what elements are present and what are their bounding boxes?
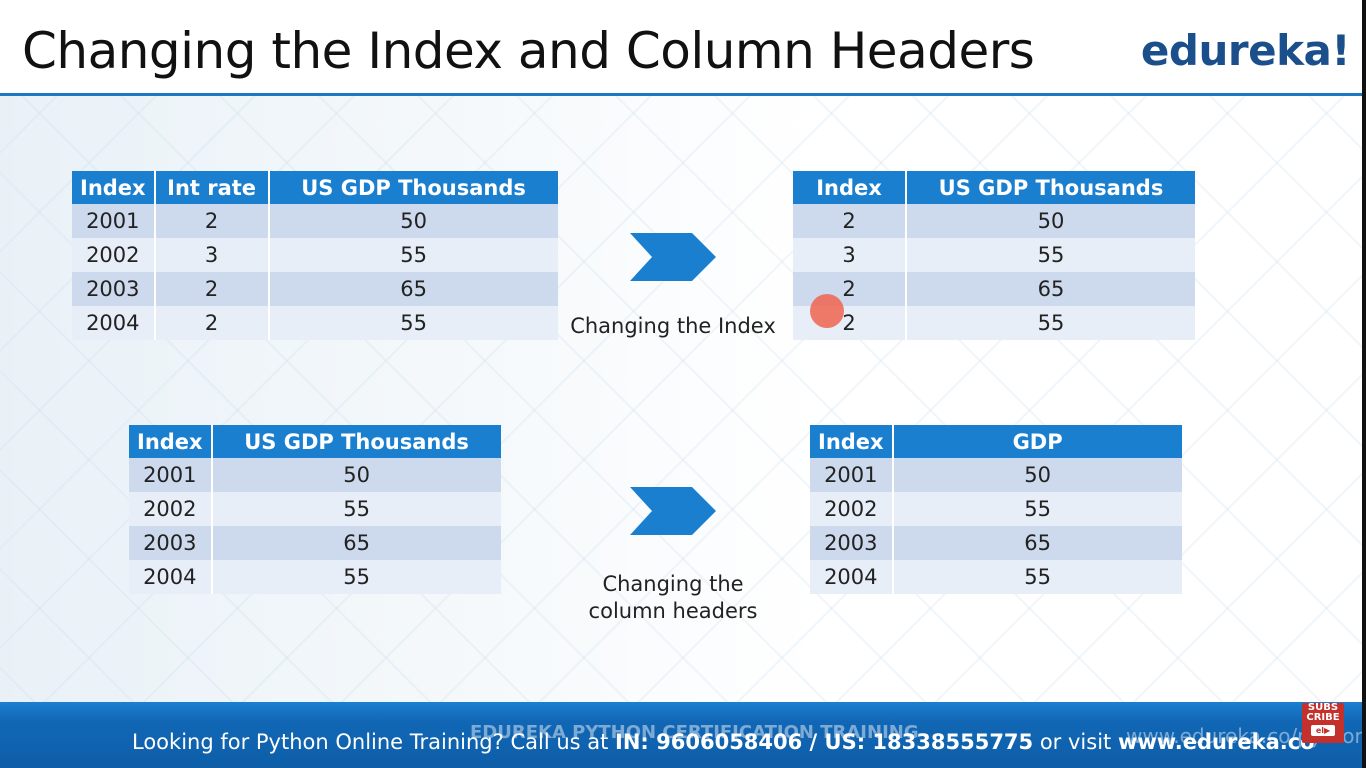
footer-middle: or visit: [1033, 730, 1118, 754]
table-original-bottom: Index US GDP Thousands 2001 50 2002 55 2…: [129, 425, 501, 594]
table-cell: 2002: [72, 238, 156, 272]
subscribe-label-top: SUBS: [1307, 702, 1339, 713]
table-changed-headers: Index GDP 2001 50 2002 55 2003 65 2004 5…: [810, 425, 1182, 594]
table-cell: 65: [906, 272, 1195, 306]
table-cell: 55: [906, 306, 1195, 340]
subscribe-button[interactable]: SUBS CRIBE el▶: [1302, 703, 1344, 743]
title-bar: [0, 0, 1366, 96]
table-header: Int rate: [154, 171, 270, 204]
table-cell: 3: [793, 238, 907, 272]
table-row: 2001 2 50: [72, 204, 558, 238]
table-cell: 65: [211, 526, 501, 560]
slide-title: Changing the Index and Column Headers: [22, 22, 1035, 80]
table-row: 2002 3 55: [72, 238, 558, 272]
table-row: 2004 55: [810, 560, 1182, 594]
table-cell: 2004: [810, 560, 894, 594]
table-row: 2003 2 65: [72, 272, 558, 306]
table-row: 3 55: [793, 238, 1195, 272]
table-header: US GDP Thousands: [268, 171, 558, 204]
table-header: US GDP Thousands: [906, 171, 1195, 204]
table-cell: 2003: [129, 526, 213, 560]
play-icon: el▶: [1311, 725, 1335, 736]
table-cell: 2: [793, 272, 907, 306]
table-cell: 55: [211, 492, 501, 526]
footer-url-link[interactable]: www.edureka.co: [1117, 730, 1315, 754]
table-cell: 2003: [810, 526, 894, 560]
table-row: 2002 55: [129, 492, 501, 526]
table-row: 2003 65: [810, 526, 1182, 560]
footer-text: Looking for Python Online Training? Call…: [132, 730, 1315, 754]
table-cell: 2: [793, 204, 907, 238]
table-cell: 55: [211, 560, 501, 594]
table-cell: 65: [268, 272, 558, 306]
table-row: 2 50: [793, 204, 1195, 238]
window-edge: [1362, 0, 1366, 768]
table-row: 2004 55: [129, 560, 501, 594]
table-cell: 2004: [72, 306, 156, 340]
table-cell: 50: [211, 458, 501, 492]
table-row: 2003 65: [129, 526, 501, 560]
table-header: Index: [793, 171, 907, 204]
table-cell: 2001: [129, 458, 213, 492]
table-cell: 2004: [129, 560, 213, 594]
table-row: 2002 55: [810, 492, 1182, 526]
table-header: Index: [129, 425, 213, 458]
table-cell: 50: [268, 204, 558, 238]
table-cell: 2002: [810, 492, 894, 526]
footer-phones: IN: 9606058406 / US: 18338555775: [615, 730, 1034, 754]
caption-changing-index: Changing the Index: [570, 314, 776, 338]
table-cell: 2001: [72, 204, 156, 238]
chevron-right-icon: [630, 487, 716, 535]
table-row: 2001 50: [129, 458, 501, 492]
table-header: GDP: [892, 425, 1182, 458]
title-divider: [0, 93, 1362, 96]
table-original: Index Int rate US GDP Thousands 2001 2 5…: [72, 171, 558, 340]
table-cell: 50: [892, 458, 1182, 492]
table-cell: 2: [154, 306, 270, 340]
table-changed-index: Index US GDP Thousands 2 50 3 55 2 65 2 …: [793, 171, 1195, 340]
table-header: US GDP Thousands: [211, 425, 501, 458]
table-header: Index: [810, 425, 894, 458]
table-cell: 2: [154, 272, 270, 306]
table-cell: 55: [892, 560, 1182, 594]
table-row: 2001 50: [810, 458, 1182, 492]
caption-changing-headers-line1: Changing the: [602, 572, 744, 596]
table-row: 2004 2 55: [72, 306, 558, 340]
table-cell: 2: [154, 204, 270, 238]
chevron-right-icon: [630, 233, 716, 281]
subscribe-label-mid: CRIBE: [1306, 712, 1340, 723]
table-header: Index: [72, 171, 156, 204]
table-cell: 55: [268, 306, 558, 340]
edureka-logo: edureka!: [1140, 26, 1351, 75]
footer-watermark: EDUREKA PYTHON CERTIFICATION TRAINING: [470, 722, 919, 743]
table-cell: 2001: [810, 458, 894, 492]
table-cell: 55: [268, 238, 558, 272]
table-cell: 55: [892, 492, 1182, 526]
table-cell: 3: [154, 238, 270, 272]
footer-prefix: Looking for Python Online Training? Call…: [132, 730, 616, 754]
caption-changing-headers-line2: column headers: [588, 599, 758, 623]
table-cell: 2002: [129, 492, 213, 526]
table-cell: 65: [892, 526, 1182, 560]
table-cell: 50: [906, 204, 1195, 238]
table-row: 2 55: [793, 306, 1195, 340]
presenter-pointer: [810, 294, 844, 328]
footer-banner: [0, 702, 1366, 768]
table-cell: 55: [906, 238, 1195, 272]
table-row: 2 65: [793, 272, 1195, 306]
table-cell: 2003: [72, 272, 156, 306]
